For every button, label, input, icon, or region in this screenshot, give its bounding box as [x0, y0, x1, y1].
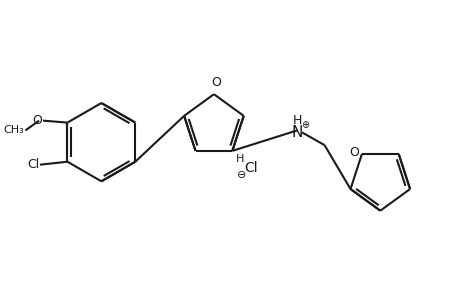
Text: H: H: [235, 154, 244, 164]
Text: O: O: [348, 146, 358, 159]
Text: O: O: [32, 114, 42, 127]
Text: CH₃: CH₃: [4, 125, 24, 135]
Text: Cl: Cl: [244, 160, 257, 175]
Text: Cl: Cl: [27, 158, 39, 171]
Text: ⊖: ⊖: [236, 170, 246, 180]
Text: ⊕: ⊕: [300, 120, 308, 130]
Text: O: O: [211, 76, 220, 89]
Text: H: H: [292, 113, 301, 127]
Text: N: N: [291, 125, 302, 140]
